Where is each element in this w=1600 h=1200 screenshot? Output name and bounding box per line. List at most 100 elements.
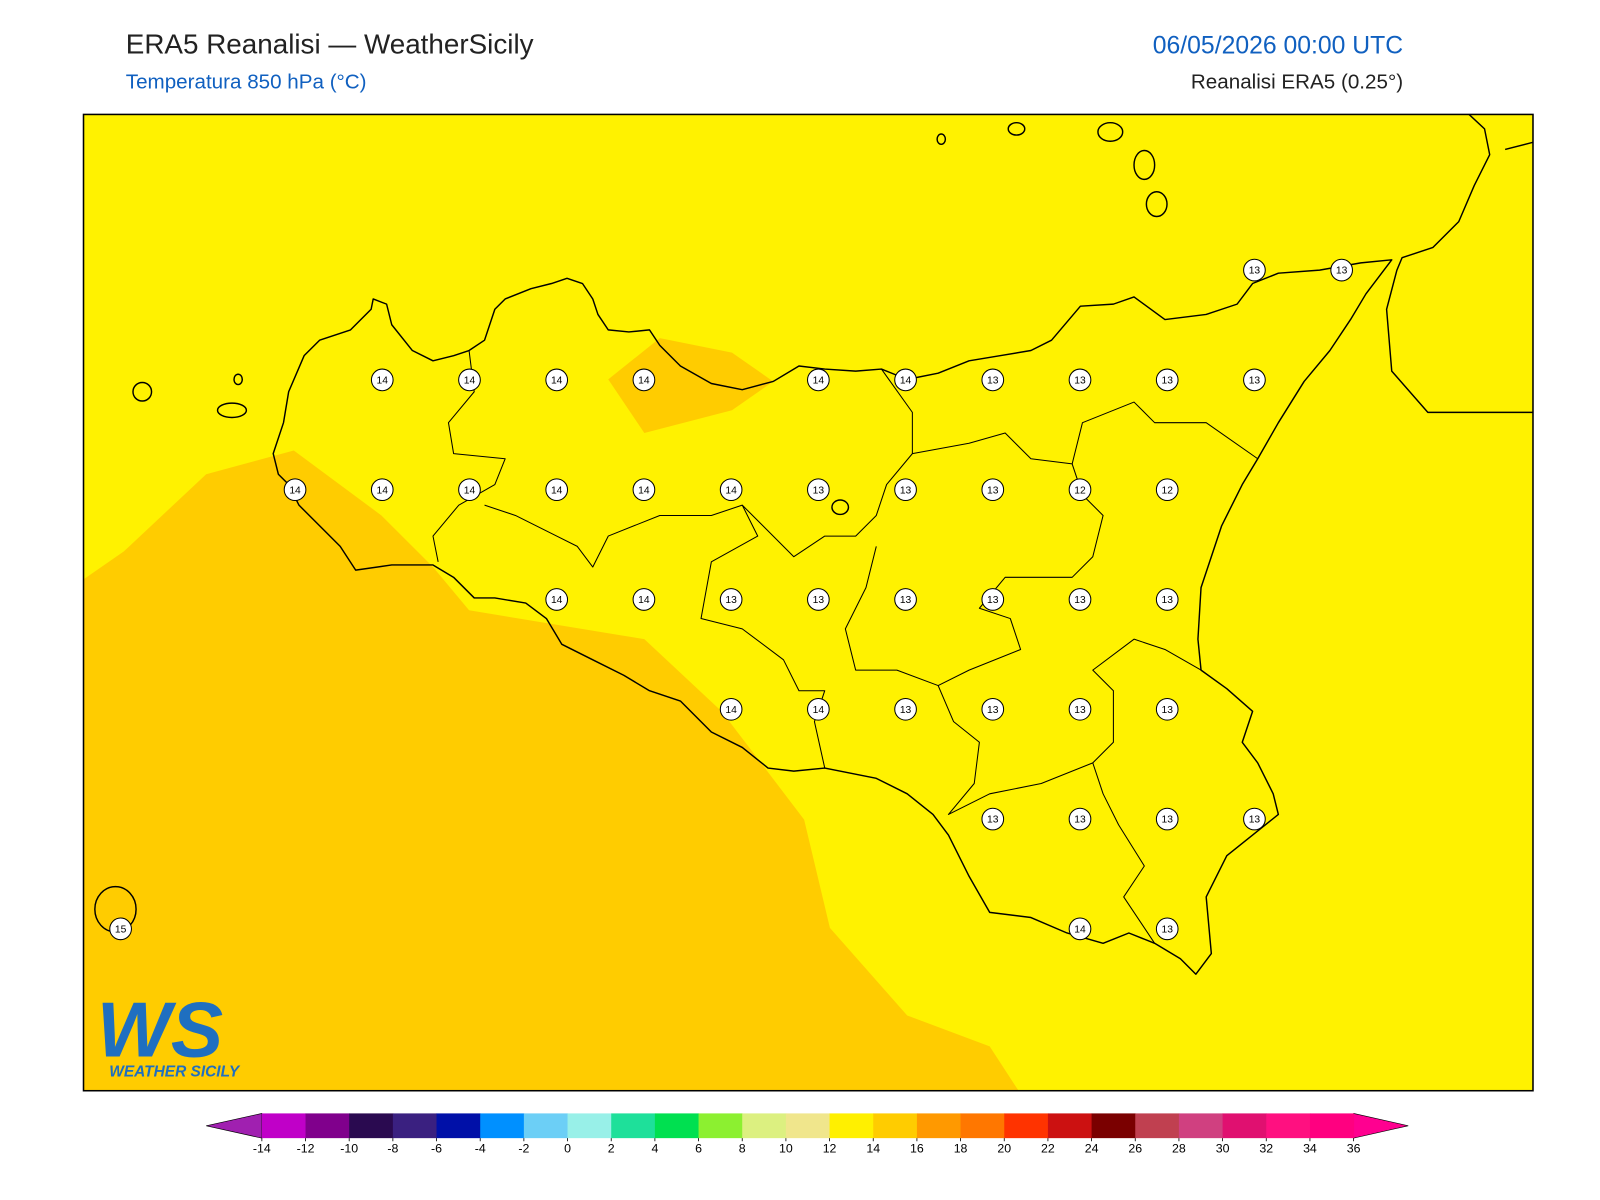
grid-points: 13 13 14 14 14 14 14 14 13 13 13 13 14 14 14 14 14 14 13 13… xyxy=(109,258,1353,941)
point-value: 13 xyxy=(1074,815,1086,826)
grid-point: 13 xyxy=(1155,697,1179,721)
grid-point: 14 xyxy=(719,478,743,502)
source: Reanalisi ERA5 (0.25°) xyxy=(1191,71,1403,94)
point-value: 13 xyxy=(987,705,999,716)
point-marker xyxy=(719,588,743,611)
grid-point: 13 xyxy=(1068,588,1092,611)
grid-point: 14 xyxy=(894,368,917,392)
point-marker xyxy=(807,697,830,721)
point-marker xyxy=(1155,478,1179,502)
colorbar-tick-label: 8 xyxy=(739,1142,746,1156)
island xyxy=(1097,121,1124,142)
colorbar-segment xyxy=(654,1113,700,1139)
point-value: 13 xyxy=(900,705,912,716)
grid-point: 14 xyxy=(458,478,481,502)
colorbar-segment xyxy=(349,1113,394,1139)
grid-point: 14 xyxy=(370,478,394,502)
colorbar-tick-label: 22 xyxy=(1041,1142,1055,1156)
point-value: 14 xyxy=(551,485,563,496)
colorbar-segment xyxy=(829,1113,874,1139)
colorbar-over xyxy=(1353,1113,1409,1139)
colorbar-tick-label: 34 xyxy=(1303,1142,1317,1156)
field-14-16 xyxy=(83,450,1019,1091)
point-value: 14 xyxy=(377,376,389,387)
grid-point: 13 xyxy=(981,807,1005,831)
point-marker xyxy=(981,588,1005,611)
point-value: 12 xyxy=(1074,485,1086,496)
coastline xyxy=(1504,141,1533,151)
colorbar-tick-label: 12 xyxy=(823,1142,837,1156)
grid-point: 14 xyxy=(545,588,569,611)
point-marker xyxy=(1155,588,1179,611)
point-marker xyxy=(807,368,830,392)
grid-point: 14 xyxy=(632,478,656,502)
grid-point: 13 xyxy=(1243,368,1266,392)
point-value: 13 xyxy=(1074,595,1086,606)
point-marker xyxy=(1068,478,1092,502)
point-marker xyxy=(1068,917,1092,941)
grid-point: 13 xyxy=(807,478,830,502)
grid-point: 14 xyxy=(807,368,830,392)
point-value: 13 xyxy=(1249,376,1261,387)
colorbar-tick-label: -8 xyxy=(387,1142,398,1156)
province-border xyxy=(1092,638,1202,944)
colorbar-tick-label: -6 xyxy=(431,1142,442,1156)
point-marker xyxy=(283,478,307,502)
colorbar-tick-label: 4 xyxy=(651,1142,658,1156)
point-marker xyxy=(632,478,656,502)
colorbar-segment xyxy=(1004,1113,1049,1139)
point-marker xyxy=(807,588,830,611)
point-marker xyxy=(1155,807,1179,831)
colorbar-segment xyxy=(305,1113,350,1139)
grid-point: 13 xyxy=(981,368,1005,392)
colorbar-segment xyxy=(480,1113,525,1139)
colorbar-segment xyxy=(436,1113,481,1139)
grid-point: 13 xyxy=(981,697,1005,721)
point-marker xyxy=(545,478,569,502)
point-marker xyxy=(981,368,1005,392)
point-marker xyxy=(894,368,917,392)
point-value: 14 xyxy=(638,485,650,496)
coastline xyxy=(1385,114,1533,414)
point-marker xyxy=(894,588,917,611)
point-value: 13 xyxy=(1074,705,1086,716)
logo-mark: WS xyxy=(97,986,223,1074)
point-value: 13 xyxy=(1161,815,1173,826)
logo-text: WEATHER SICILY xyxy=(109,1063,241,1080)
grid-point: 14 xyxy=(370,368,394,392)
grid-point: 12 xyxy=(1068,478,1092,502)
colorbar-segment xyxy=(1178,1113,1224,1139)
point-value: 14 xyxy=(464,485,476,496)
subtitle: Temperatura 850 hPa (°C) xyxy=(126,71,367,94)
colorbar-segment xyxy=(567,1113,612,1139)
point-marker xyxy=(1243,807,1266,831)
grid-point: 13 xyxy=(981,588,1005,611)
colorbar-segment xyxy=(960,1113,1005,1139)
colorbar-tick-label: 32 xyxy=(1259,1142,1273,1156)
grid-point: 13 xyxy=(1243,807,1266,831)
island xyxy=(1133,149,1156,181)
point-value: 14 xyxy=(551,595,563,606)
island xyxy=(1145,191,1168,218)
point-marker xyxy=(1068,368,1092,392)
point-value: 13 xyxy=(1336,266,1348,277)
point-marker xyxy=(370,368,394,392)
colorbar-segment xyxy=(1047,1113,1093,1139)
colorbar-tick-label: -12 xyxy=(297,1142,315,1156)
colorbar-segment xyxy=(916,1113,962,1139)
coastline xyxy=(272,259,1393,975)
grid-point: 13 xyxy=(1068,807,1092,831)
grid-point: 14 xyxy=(283,478,307,502)
point-value: 13 xyxy=(1161,924,1173,935)
point-value: 13 xyxy=(987,815,999,826)
colorbar-segment xyxy=(392,1113,438,1139)
point-marker xyxy=(370,478,394,502)
point-value: 14 xyxy=(1074,924,1086,935)
point-value: 13 xyxy=(987,595,999,606)
colorbar-tick-label: 6 xyxy=(695,1142,702,1156)
point-marker xyxy=(1155,917,1179,941)
colorbar-tick-label: 0 xyxy=(564,1142,571,1156)
point-marker xyxy=(719,697,743,721)
colorbar-tick-label: -14 xyxy=(253,1142,271,1156)
colorbar-segment xyxy=(611,1113,656,1139)
